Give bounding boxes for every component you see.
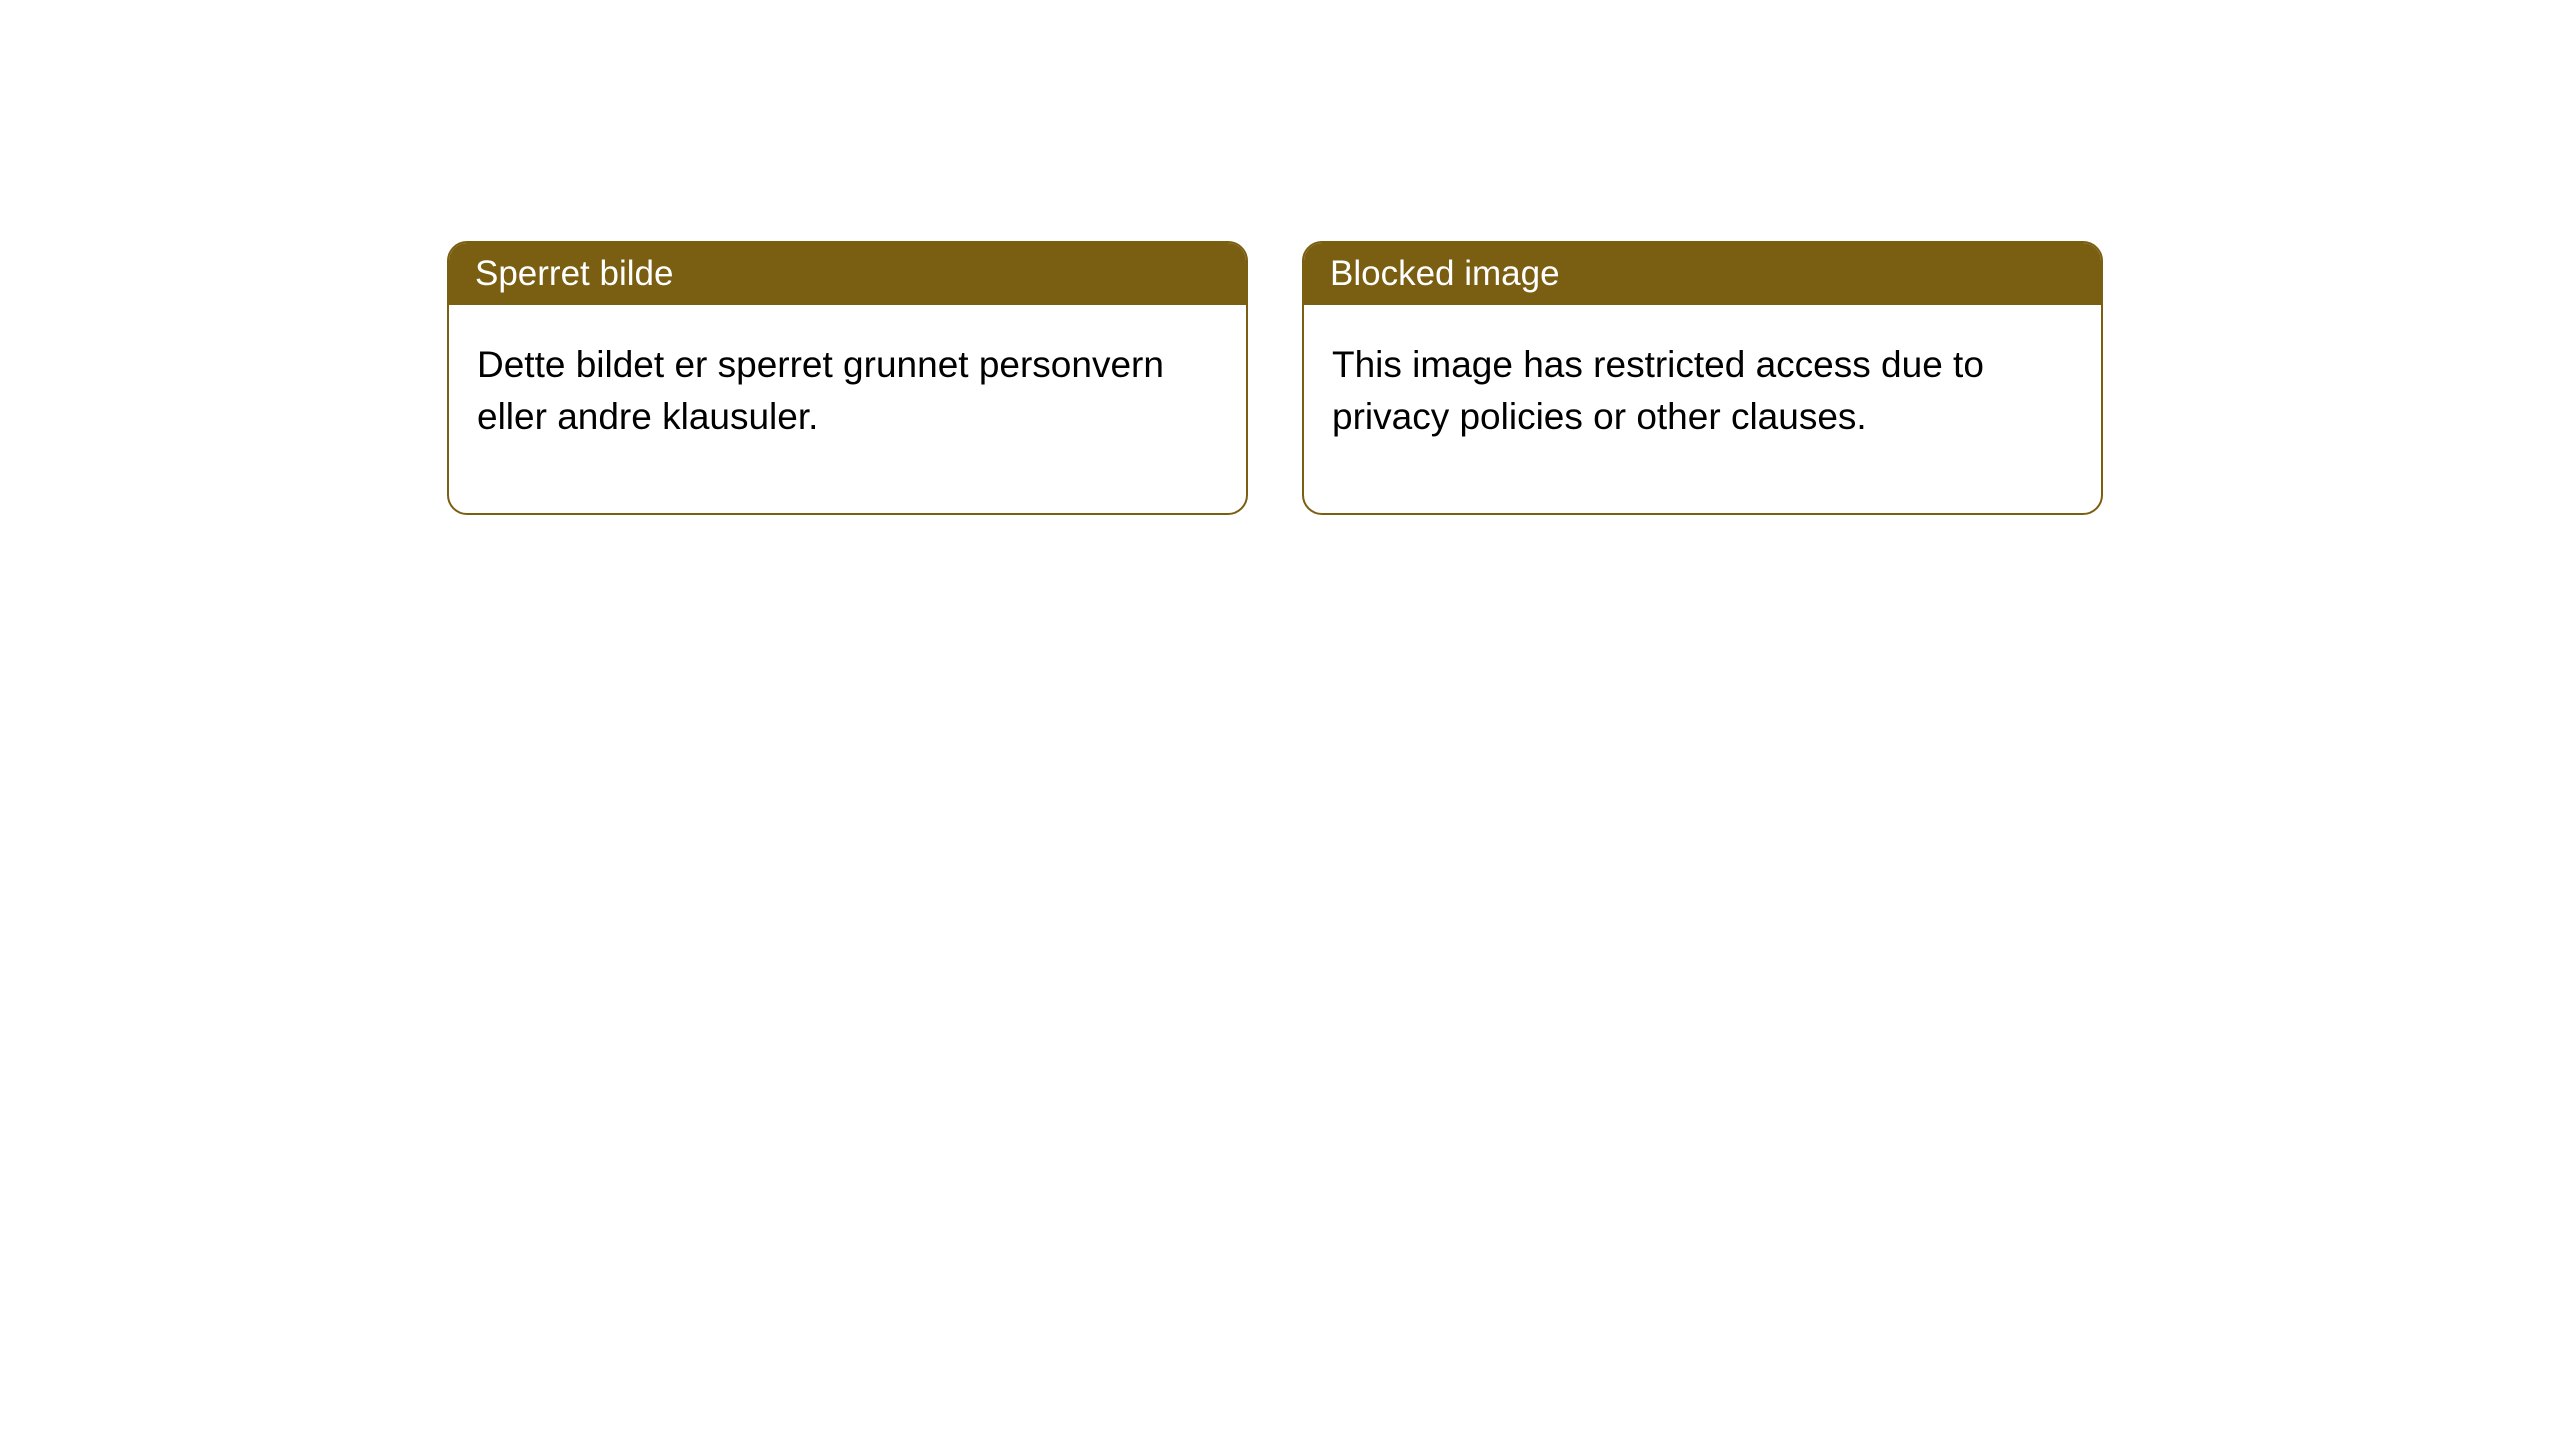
- notice-body-norwegian: Dette bildet er sperret grunnet personve…: [449, 305, 1246, 513]
- notice-box-norwegian: Sperret bilde Dette bildet er sperret gr…: [447, 241, 1248, 515]
- notice-container: Sperret bilde Dette bildet er sperret gr…: [447, 241, 2103, 515]
- notice-title-norwegian: Sperret bilde: [449, 243, 1246, 305]
- notice-box-english: Blocked image This image has restricted …: [1302, 241, 2103, 515]
- notice-body-english: This image has restricted access due to …: [1304, 305, 2101, 513]
- notice-title-english: Blocked image: [1304, 243, 2101, 305]
